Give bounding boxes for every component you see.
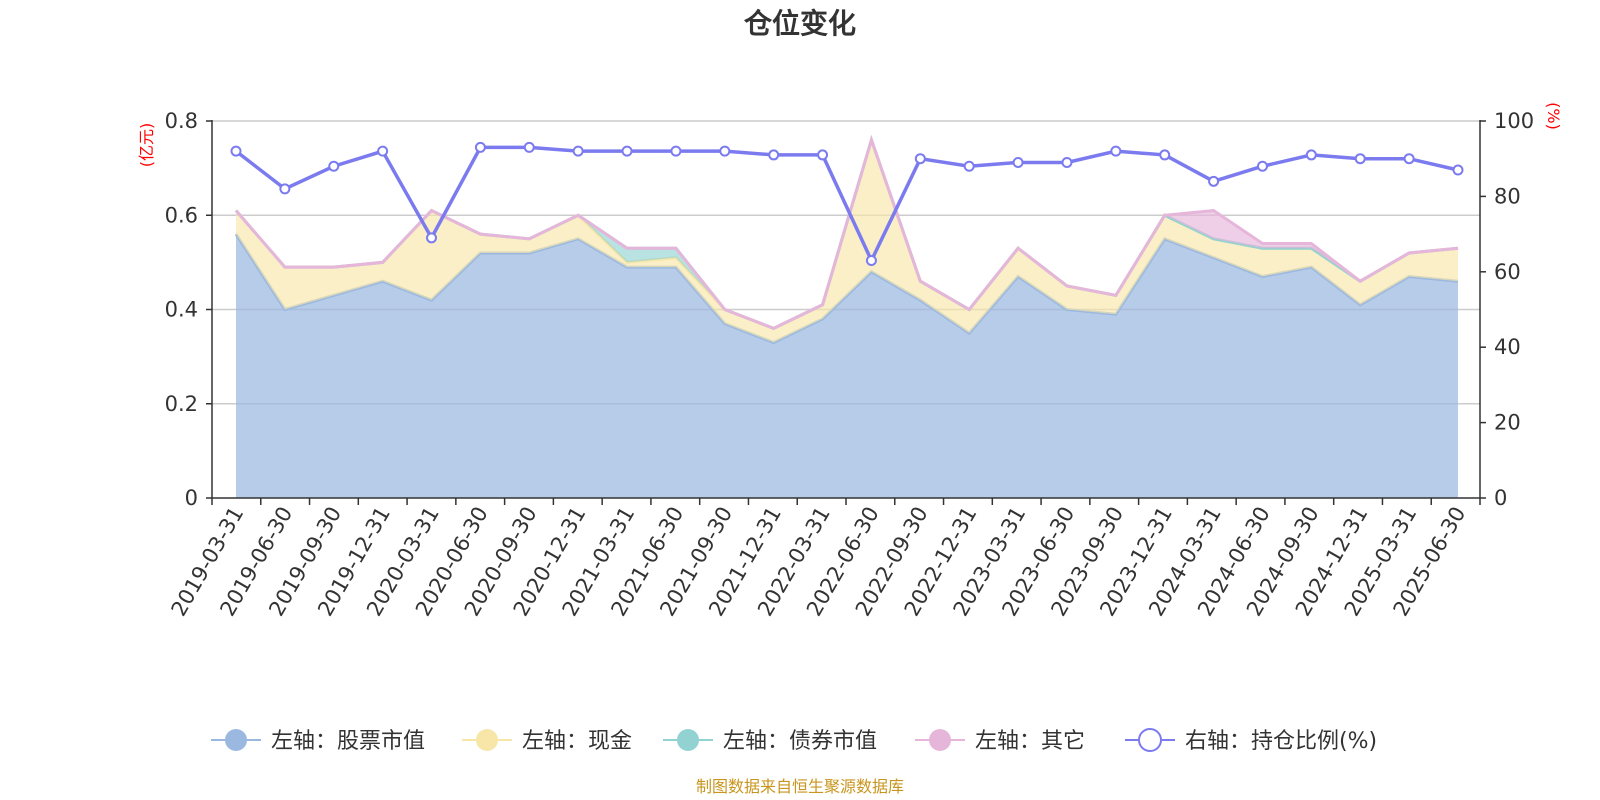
legend-label: 左轴：现金	[522, 729, 632, 754]
ratio-point	[523, 141, 535, 153]
area-2	[236, 139, 1458, 343]
left-tick-label: 0.6	[165, 203, 198, 227]
area-1	[236, 234, 1458, 498]
left-tick-label: 0.4	[165, 298, 198, 322]
ratio-point	[377, 145, 389, 157]
stacked-areas	[234, 134, 1459, 498]
left-tick-label: 0.2	[165, 392, 198, 416]
ratio-point	[1110, 145, 1122, 157]
ratio-point	[1208, 175, 1220, 187]
ratio-point	[914, 153, 926, 165]
ratio-point	[279, 183, 291, 195]
chart-title: 仓位变化	[744, 7, 856, 40]
ratio-point	[474, 141, 486, 153]
ratio-point	[328, 160, 340, 172]
ratio-point	[963, 160, 975, 172]
right-tick-label: 0	[1494, 486, 1507, 510]
holding-ratio-line	[230, 141, 1464, 266]
right-tick-label: 40	[1494, 335, 1521, 359]
right-tick-label: 20	[1494, 411, 1521, 435]
ratio-point	[865, 254, 877, 266]
legend-marker	[929, 729, 951, 751]
x-axis-labels: 2019-03-312019-06-302019-09-302019-12-31…	[167, 503, 1471, 621]
ratio-point	[1012, 156, 1024, 168]
right-tick-label: 60	[1494, 260, 1521, 284]
left-tick-label: 0	[185, 486, 198, 510]
ratio-point	[1403, 153, 1415, 165]
ratio-point	[1256, 160, 1268, 172]
axes: 0 0.2 0.4 0.6 0.8 0 20 40 60 80 100	[165, 109, 1535, 510]
legend-marker	[225, 729, 247, 751]
legend: 左轴：股票市值 左轴：现金 左轴：债券市值 左轴：其它 右轴：持仓比例(%)	[211, 728, 1377, 754]
ratio-point	[1452, 164, 1464, 176]
data-source-note: 制图数据来自恒生聚源数据库	[696, 777, 904, 796]
legend-label: 左轴：其它	[975, 729, 1085, 754]
left-axis-unit: (亿元)	[137, 123, 156, 168]
ratio-point	[230, 145, 242, 157]
area-4	[236, 139, 1458, 329]
ratio-line-path	[234, 145, 1459, 265]
legend-label: 右轴：持仓比例(%)	[1185, 729, 1377, 754]
right-tick-label: 100	[1494, 109, 1534, 133]
left-tick-label: 0.8	[165, 109, 198, 133]
ratio-point	[1305, 149, 1317, 161]
ratio-point	[426, 232, 438, 244]
right-axis-unit: (%)	[1544, 102, 1563, 130]
ratio-point	[1061, 156, 1073, 168]
right-tick-label: 80	[1494, 184, 1521, 208]
ratio-point	[817, 149, 829, 161]
ratio-point	[572, 145, 584, 157]
ratio-point	[1354, 153, 1366, 165]
area-edge-4	[234, 134, 1459, 330]
ratio-point	[719, 145, 731, 157]
ratio-point	[1159, 149, 1171, 161]
ratio-point	[768, 149, 780, 161]
ratio-point	[621, 145, 633, 157]
legend-marker	[1138, 728, 1162, 752]
ratio-point	[670, 145, 682, 157]
legend-marker	[677, 729, 699, 751]
legend-label: 左轴：债券市值	[723, 729, 877, 754]
legend-label: 左轴：股票市值	[271, 729, 425, 754]
legend-marker	[476, 729, 498, 751]
